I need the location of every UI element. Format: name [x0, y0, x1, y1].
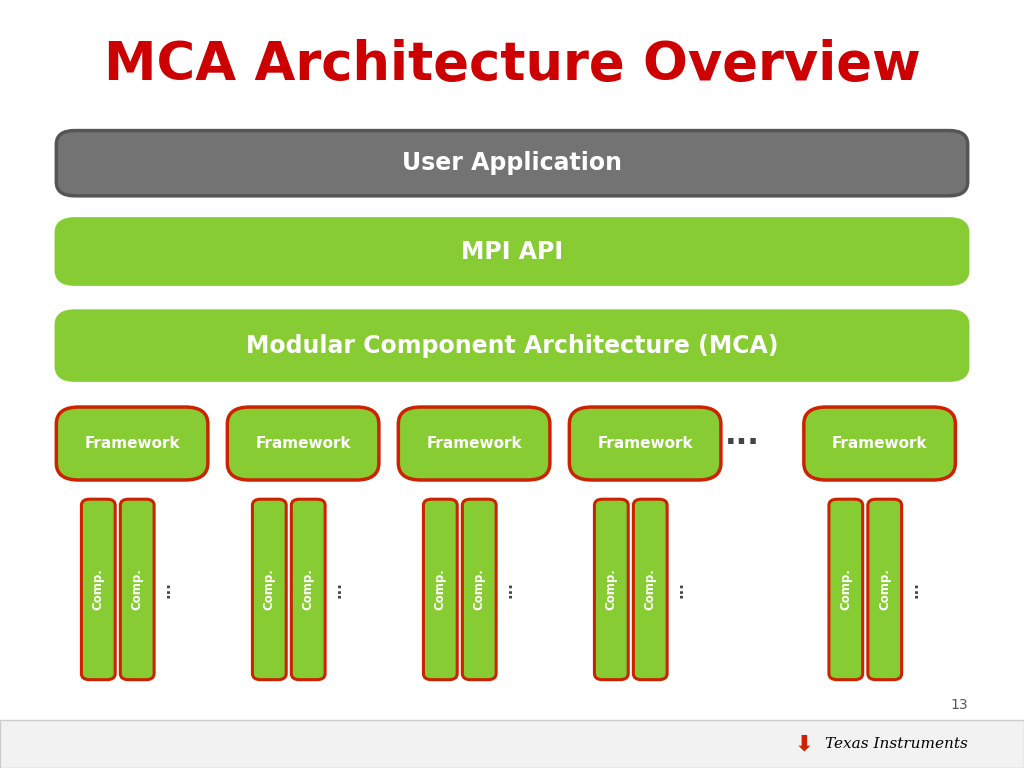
- Text: MPI API: MPI API: [461, 240, 563, 263]
- Text: Modular Component Architecture (MCA): Modular Component Architecture (MCA): [246, 333, 778, 358]
- Text: Framework: Framework: [831, 436, 928, 451]
- Text: ···: ···: [725, 429, 760, 458]
- Text: User Application: User Application: [402, 151, 622, 175]
- Text: Comp.: Comp.: [605, 568, 617, 611]
- Text: 13: 13: [950, 698, 968, 712]
- FancyBboxPatch shape: [633, 499, 668, 680]
- FancyBboxPatch shape: [424, 499, 457, 680]
- Text: Comp.: Comp.: [92, 568, 104, 611]
- Text: ···: ···: [162, 581, 177, 598]
- Text: Comp.: Comp.: [302, 568, 314, 611]
- FancyBboxPatch shape: [56, 311, 968, 380]
- FancyBboxPatch shape: [56, 219, 968, 284]
- Text: Texas Instruments: Texas Instruments: [824, 737, 968, 751]
- Text: Comp.: Comp.: [644, 568, 656, 611]
- Text: Comp.: Comp.: [840, 568, 852, 611]
- Text: Framework: Framework: [84, 436, 180, 451]
- Text: Framework: Framework: [255, 436, 351, 451]
- Text: Comp.: Comp.: [473, 568, 485, 611]
- Text: ···: ···: [333, 581, 348, 598]
- Text: Framework: Framework: [597, 436, 693, 451]
- FancyBboxPatch shape: [56, 407, 208, 480]
- Text: Framework: Framework: [426, 436, 522, 451]
- FancyBboxPatch shape: [252, 499, 286, 680]
- Text: Comp.: Comp.: [131, 568, 143, 611]
- FancyBboxPatch shape: [868, 499, 902, 680]
- FancyBboxPatch shape: [804, 407, 955, 480]
- Text: MCA Architecture Overview: MCA Architecture Overview: [103, 39, 921, 91]
- FancyBboxPatch shape: [0, 720, 1024, 768]
- Text: ···: ···: [675, 581, 690, 598]
- Text: Comp.: Comp.: [879, 568, 891, 611]
- FancyBboxPatch shape: [463, 499, 497, 680]
- FancyBboxPatch shape: [569, 407, 721, 480]
- FancyBboxPatch shape: [227, 407, 379, 480]
- FancyBboxPatch shape: [121, 499, 155, 680]
- Text: Comp.: Comp.: [263, 568, 275, 611]
- FancyBboxPatch shape: [82, 499, 115, 680]
- FancyBboxPatch shape: [56, 131, 968, 196]
- FancyBboxPatch shape: [398, 407, 550, 480]
- FancyBboxPatch shape: [594, 499, 629, 680]
- Text: ···: ···: [504, 581, 519, 598]
- Text: ⬇: ⬇: [795, 734, 813, 754]
- Text: ···: ···: [909, 581, 925, 598]
- Text: Comp.: Comp.: [434, 568, 446, 611]
- FancyBboxPatch shape: [829, 499, 862, 680]
- FancyBboxPatch shape: [291, 499, 326, 680]
